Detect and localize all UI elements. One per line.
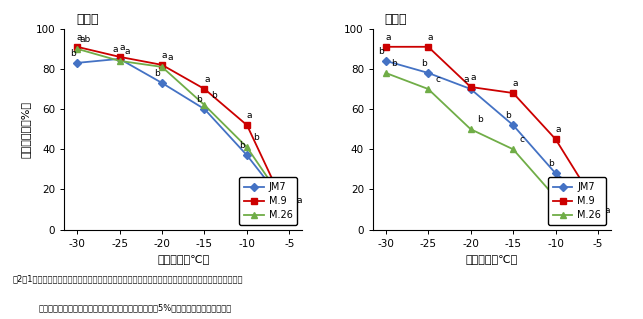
JM7 (509, 123, 517, 127)
Text: a: a (428, 33, 433, 42)
Text: a: a (168, 53, 173, 62)
Text: b: b (239, 141, 245, 150)
X-axis label: 処理温度（℃）: 処理温度（℃） (466, 254, 518, 264)
M.9 (285, 214, 293, 218)
Line: JM7: JM7 (75, 56, 292, 212)
X-axis label: 処理温度（℃）: 処理温度（℃） (157, 254, 210, 264)
Text: a: a (556, 125, 561, 134)
Text: a: a (162, 51, 167, 60)
Text: b: b (477, 115, 483, 124)
M.9 (243, 123, 251, 127)
Text: a: a (386, 33, 391, 42)
M.26 (594, 218, 602, 221)
JM7 (116, 57, 123, 61)
M.9 (158, 63, 166, 67)
M.9 (552, 137, 559, 141)
M.26 (285, 208, 293, 211)
Text: a: a (590, 191, 596, 201)
Text: ab: ab (80, 35, 91, 44)
Text: b: b (253, 133, 259, 142)
Line: JM7: JM7 (383, 58, 601, 208)
M.26 (243, 145, 251, 149)
Text: b: b (379, 47, 385, 56)
Text: a: a (77, 33, 82, 42)
M.9 (509, 91, 517, 95)
Line: M.26: M.26 (383, 70, 601, 222)
M.9 (594, 206, 602, 210)
M.26 (424, 87, 432, 91)
JM7 (552, 172, 559, 175)
Text: c: c (520, 135, 525, 144)
Text: c: c (563, 183, 568, 192)
JM7 (243, 153, 251, 157)
Text: a: a (604, 206, 610, 215)
JM7 (424, 71, 432, 75)
Text: b: b (197, 95, 203, 104)
JM7 (201, 107, 208, 111)
JM7 (158, 81, 166, 85)
Text: a: a (296, 196, 302, 204)
Text: a: a (464, 75, 469, 84)
Legend: JM7, M.9, M.26: JM7, M.9, M.26 (239, 177, 297, 225)
M.26 (201, 103, 208, 107)
JM7 (382, 59, 390, 63)
M.9 (467, 85, 475, 89)
Text: a: a (247, 111, 252, 120)
Text: 囲2　1年生「みしまふじ」の穂木部と台木部における凍結処理時のイオン漏出量に基づく細胞障害率: 囲2 1年生「みしまふじ」の穂木部と台木部における凍結処理時のイオン漏出量に基づ… (13, 274, 243, 283)
Text: a: a (204, 75, 210, 84)
Line: M.9: M.9 (75, 44, 292, 219)
M.26 (382, 71, 390, 75)
Text: b: b (505, 111, 511, 120)
Text: a: a (513, 79, 518, 88)
Text: 台木部: 台木部 (385, 13, 407, 26)
M.9 (424, 45, 432, 49)
Text: a: a (598, 194, 603, 203)
Text: 穂木部: 穂木部 (76, 13, 98, 26)
M.9 (382, 45, 390, 49)
Y-axis label: 細胞障害率（%）: 細胞障害率（%） (20, 101, 30, 158)
M.26 (552, 196, 559, 199)
Legend: JM7, M.9, M.26: JM7, M.9, M.26 (548, 177, 606, 225)
Text: b: b (421, 59, 427, 68)
M.9 (73, 45, 81, 49)
M.26 (158, 65, 166, 69)
Text: b: b (70, 49, 76, 58)
M.26 (467, 127, 475, 131)
Text: 異なる符号は同じ処理温度において層次比検定によら5%水準で有意差ありを示す．: 異なる符号は同じ処理温度において層次比検定によら5%水準で有意差ありを示す． (39, 303, 232, 312)
M.9 (116, 55, 123, 59)
JM7 (73, 61, 81, 65)
Text: c: c (435, 75, 440, 84)
JM7 (594, 204, 602, 207)
Line: M.9: M.9 (383, 44, 601, 210)
Text: a: a (471, 73, 476, 82)
Text: b: b (211, 91, 217, 100)
JM7 (467, 87, 475, 91)
Text: b: b (392, 59, 397, 68)
JM7 (285, 208, 293, 211)
M.26 (509, 147, 517, 151)
M.26 (116, 59, 123, 63)
Text: a: a (113, 45, 118, 54)
Text: a: a (282, 196, 287, 204)
M.9 (201, 87, 208, 91)
Text: a: a (289, 202, 294, 211)
Text: a: a (120, 43, 125, 52)
Text: a: a (125, 47, 130, 56)
Text: b: b (154, 69, 160, 78)
Line: M.26: M.26 (75, 46, 292, 212)
M.26 (73, 47, 81, 51)
Text: b: b (548, 160, 554, 168)
